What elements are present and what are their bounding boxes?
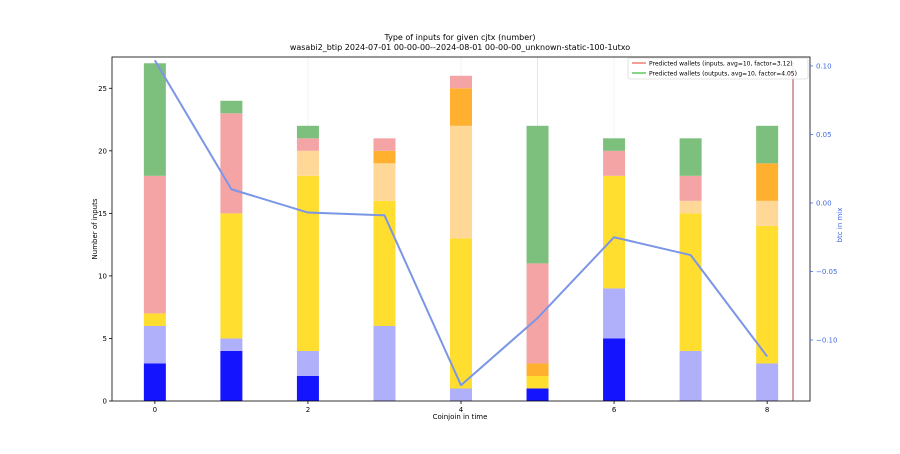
- bar-segment-6-3: [603, 150, 626, 176]
- y2-axis-label: btc in mix: [836, 208, 844, 243]
- bar-segment-2-3: [296, 150, 319, 176]
- x-tick-label: 6: [612, 406, 617, 414]
- y2-tick-label: −0.05: [816, 268, 837, 276]
- bar-segment-4-1: [450, 238, 472, 389]
- y2-axis: −0.10 −0.05 0.00 0.05 0.10: [792, 62, 837, 401]
- bar-segment-3-3: [373, 150, 396, 164]
- btc-in-mix-line: [153, 59, 768, 387]
- bar-segment-8-4: [756, 125, 779, 164]
- x-tick-label: 4: [459, 406, 464, 414]
- bar-segment-8-1: [756, 225, 779, 364]
- bar-segment-6-4: [603, 138, 626, 151]
- x-tick-label: 0: [153, 406, 157, 414]
- y-tick-label: 25: [98, 85, 107, 93]
- bar-segment-4-0: [450, 388, 472, 401]
- bar-segment-5-3: [526, 263, 549, 364]
- bar-segment-2-5: [296, 125, 319, 139]
- bar-segment-4-3: [450, 88, 472, 126]
- bar-segment-7-1: [679, 213, 702, 351]
- bar-segment-4-4: [450, 75, 472, 89]
- bar-segment-5-4: [526, 125, 549, 264]
- bar-segment-1-1: [220, 338, 243, 351]
- bar-segment-7-3: [679, 175, 702, 201]
- y-axis: 0 5 10 15 20 25: [98, 85, 112, 406]
- bar-segment-7-0: [679, 350, 702, 401]
- bar-segment-1-2: [220, 213, 243, 339]
- x-tick-label: 8: [765, 406, 769, 414]
- chart-subtitle: wasabi2_btip 2024-07-01 00-00-00--2024-0…: [290, 43, 630, 52]
- btc-line: [153, 59, 768, 387]
- y-tick-label: 0: [103, 398, 107, 406]
- y-tick-label: 10: [98, 272, 107, 280]
- bar-segment-0-1: [143, 325, 166, 364]
- bar-segment-1-3: [220, 113, 243, 214]
- bar-segment-2-2: [296, 175, 319, 351]
- x-axis: 0 2 4 6 8: [153, 401, 769, 414]
- chart-title: Type of inputs for given cjtx (number): [383, 33, 535, 42]
- legend-label-outputs: Predicted wallets (outputs, avg=10, fact…: [649, 71, 797, 78]
- legend-label-inputs: Predicted wallets (inputs, avg=10, facto…: [649, 61, 793, 68]
- bar-segment-6-2: [603, 175, 626, 289]
- bar-segment-8-0: [756, 363, 779, 401]
- x-tick-label: 2: [306, 406, 310, 414]
- y-tick-label: 5: [103, 335, 107, 343]
- bar-segment-0-2: [143, 313, 166, 326]
- bar-segment-8-3: [756, 163, 779, 201]
- bar-segment-6-1: [603, 288, 626, 339]
- legend: Predicted wallets (inputs, avg=10, facto…: [627, 57, 809, 80]
- bar-segment-2-1: [296, 350, 319, 376]
- y2-tick-label: 0.10: [816, 62, 832, 70]
- bar-segment-2-0: [296, 375, 319, 401]
- y2-tick-label: 0.05: [816, 131, 832, 139]
- bar-segment-4-2: [450, 125, 472, 239]
- bar-segment-2-4: [296, 138, 319, 151]
- y-tick-label: 20: [98, 147, 107, 155]
- y-tick-label: 15: [98, 210, 107, 218]
- bar-segment-5-0: [526, 388, 549, 401]
- bar-segment-7-2: [679, 200, 702, 214]
- bars: [143, 63, 779, 401]
- bar-segment-3-2: [373, 163, 396, 201]
- bar-segment-1-0: [220, 350, 243, 401]
- y2-tick-label: 0.00: [816, 199, 832, 207]
- bar-segment-0-3: [143, 175, 166, 314]
- bar-segment-8-2: [756, 200, 779, 226]
- bar-segment-3-0: [373, 325, 396, 401]
- bar-segment-5-2: [526, 363, 549, 376]
- bar-segment-0-0: [143, 363, 166, 401]
- bar-segment-6-0: [603, 338, 626, 401]
- bar-segment-3-4: [373, 138, 396, 151]
- bar-segment-3-1: [373, 200, 396, 326]
- bar-segment-5-1: [526, 375, 549, 389]
- legend-box: [627, 57, 809, 80]
- bar-segment-0-4: [143, 63, 166, 176]
- x-axis-label: Coinjoin in time: [433, 413, 488, 421]
- y-axis-label: Number of inputs: [91, 198, 99, 259]
- y2-tick-label: −0.10: [816, 337, 837, 345]
- bar-segment-1-4: [220, 100, 243, 114]
- bar-segment-7-4: [679, 138, 702, 176]
